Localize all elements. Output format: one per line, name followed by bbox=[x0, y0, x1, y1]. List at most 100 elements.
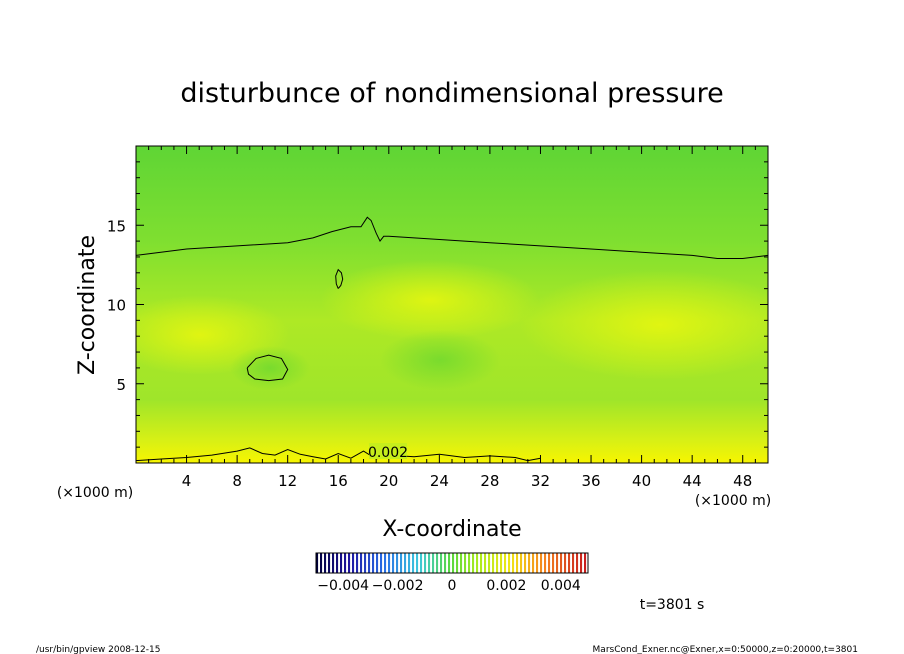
colorbar-swatch bbox=[452, 553, 455, 573]
field-low-region bbox=[230, 346, 310, 390]
colorbar-swatch bbox=[432, 553, 435, 573]
colorbar-swatch bbox=[368, 553, 371, 573]
colorbar-swatch bbox=[580, 553, 583, 573]
colorbar-gap bbox=[570, 553, 572, 573]
contour-line bbox=[136, 216, 768, 259]
colorbar-gap bbox=[322, 553, 324, 573]
colorbar-swatch bbox=[524, 553, 527, 573]
x-tick-labels: 4 8 12 16 20 24 28 32 36 40 44 48 bbox=[182, 472, 752, 490]
colorbar-gap bbox=[490, 553, 492, 573]
x-tick-label: 12 bbox=[278, 472, 297, 490]
colorbar-gap bbox=[470, 553, 472, 573]
colorbar-gap bbox=[386, 553, 388, 573]
colorbar-swatch bbox=[540, 553, 543, 573]
colorbar-swatch bbox=[436, 553, 439, 573]
colorbar-swatch bbox=[500, 553, 503, 573]
colorbar-swatch bbox=[388, 553, 391, 573]
colorbar-swatch bbox=[336, 553, 339, 573]
colorbar-gap bbox=[378, 553, 380, 573]
colorbar-swatch bbox=[344, 553, 347, 573]
colorbar-swatch bbox=[364, 553, 367, 573]
colorbar-gap bbox=[402, 553, 404, 573]
colorbar-swatch bbox=[548, 553, 551, 573]
colorbar-gap bbox=[522, 553, 524, 573]
colorbar-swatch bbox=[560, 553, 563, 573]
colorbar-swatch bbox=[416, 553, 419, 573]
colorbar-gap bbox=[474, 553, 476, 573]
colorbar-swatch bbox=[428, 553, 431, 573]
colorbar-gap bbox=[438, 553, 440, 573]
colorbar-swatch bbox=[496, 553, 499, 573]
colorbar-gap bbox=[346, 553, 348, 573]
colorbar-swatch bbox=[488, 553, 491, 573]
colorbar-gap bbox=[526, 553, 528, 573]
colorbar-gap bbox=[334, 553, 336, 573]
x-tick-label: 28 bbox=[480, 472, 499, 490]
colorbar-label: 0.002 bbox=[486, 578, 526, 594]
x-tick-label: 4 bbox=[182, 472, 192, 490]
colorbar-gap bbox=[342, 553, 344, 573]
colorbar-swatch bbox=[508, 553, 511, 573]
colorbar-gap bbox=[494, 553, 496, 573]
x-axis-label: X-coordinate bbox=[382, 517, 521, 542]
colorbar-gap bbox=[506, 553, 508, 573]
colorbar-gap bbox=[430, 553, 432, 573]
colorbar-gap bbox=[358, 553, 360, 573]
colorbar-swatch bbox=[472, 553, 475, 573]
colorbar-gap bbox=[466, 553, 468, 573]
field-high-region bbox=[520, 270, 768, 380]
colorbar-swatch bbox=[372, 553, 375, 573]
colorbar-swatch bbox=[316, 553, 319, 573]
y-tick-label: 10 bbox=[107, 297, 126, 315]
colorbar-swatch bbox=[468, 553, 471, 573]
colorbar-swatch bbox=[460, 553, 463, 573]
colorbar-gap bbox=[478, 553, 480, 573]
y-tick-label: 15 bbox=[107, 217, 126, 235]
colorbar-gap bbox=[350, 553, 352, 573]
colorbar-swatch bbox=[572, 553, 575, 573]
colorbar-gap bbox=[418, 553, 420, 573]
colorbar-swatch bbox=[564, 553, 567, 573]
colorbar-swatch bbox=[448, 553, 451, 573]
contour-label: 0.002 bbox=[368, 445, 408, 461]
x-tick-label: 8 bbox=[232, 472, 242, 490]
colorbar-swatch bbox=[444, 553, 447, 573]
chart-title: disturbunce of nondimensional pressure bbox=[180, 78, 723, 109]
colorbar-label: 0 bbox=[448, 578, 457, 594]
colorbar-swatch bbox=[520, 553, 523, 573]
colorbar-swatch bbox=[456, 553, 459, 573]
colorbar-frame bbox=[315, 552, 589, 574]
contour-label-background bbox=[369, 443, 407, 459]
colorbar-swatch bbox=[464, 553, 467, 573]
colorbar-swatch bbox=[420, 553, 423, 573]
colorbar-gap bbox=[390, 553, 392, 573]
contour-line bbox=[335, 268, 344, 289]
colorbar-swatch bbox=[328, 553, 331, 573]
colorbar-gap bbox=[442, 553, 444, 573]
y-tick-label: 5 bbox=[116, 376, 126, 394]
colorbar-gap bbox=[574, 553, 576, 573]
colorbar-swatch bbox=[536, 553, 539, 573]
colorbar-gap bbox=[514, 553, 516, 573]
colorbar-gap bbox=[398, 553, 400, 573]
colorbar-swatch bbox=[568, 553, 571, 573]
colorbar-gap bbox=[562, 553, 564, 573]
colorbar-gap bbox=[434, 553, 436, 573]
colorbar-swatch bbox=[360, 553, 363, 573]
colorbar-swatch bbox=[516, 553, 519, 573]
colorbar-swatch bbox=[512, 553, 515, 573]
colorbar-swatch bbox=[556, 553, 559, 573]
x-unit-label: (×1000 m) bbox=[695, 493, 771, 509]
colorbar-swatch bbox=[412, 553, 415, 573]
colorbar-gap bbox=[330, 553, 332, 573]
colorbar-gap bbox=[582, 553, 584, 573]
colorbar-gap bbox=[338, 553, 340, 573]
colorbar-label: −0.002 bbox=[372, 578, 424, 594]
colorbar-swatch bbox=[376, 553, 379, 573]
colorbar-swatch bbox=[408, 553, 411, 573]
contour-line bbox=[246, 354, 289, 382]
y-axis-label: Z-coordinate bbox=[75, 235, 100, 375]
x-tick-label: 40 bbox=[632, 472, 651, 490]
colorbar-gap bbox=[362, 553, 364, 573]
colorbar-gap bbox=[538, 553, 540, 573]
